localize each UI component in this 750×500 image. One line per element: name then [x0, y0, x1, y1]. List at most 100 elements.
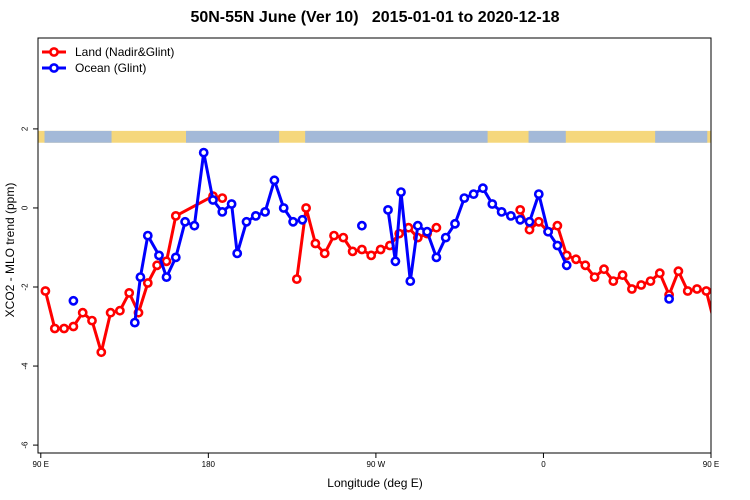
data-point — [390, 256, 401, 267]
data-point — [366, 250, 377, 261]
data-point — [608, 276, 619, 286]
data-point — [664, 293, 674, 304]
data-point — [654, 268, 665, 279]
series-land — [40, 191, 728, 358]
y-tick-label: 0 — [21, 205, 30, 210]
data-point — [68, 321, 79, 332]
data-point — [347, 246, 358, 257]
data-point — [241, 216, 252, 227]
legend-label: Land (Nadir&Glint) — [75, 45, 174, 59]
y-tick-label: -2 — [21, 283, 30, 291]
data-point — [68, 295, 79, 306]
x-tick-label: 0 — [541, 460, 546, 469]
data-point — [226, 199, 237, 209]
data-point — [422, 226, 432, 237]
data-point — [740, 297, 747, 304]
x-tick-label: 90 E — [703, 460, 719, 469]
data-point — [87, 315, 97, 326]
y-axis: -6 -4 -2 0 2 — [21, 126, 38, 449]
data-point — [477, 183, 488, 194]
data-point — [468, 189, 479, 199]
x-tick-label: 180 — [202, 460, 216, 469]
data-point — [278, 203, 289, 213]
data-point — [189, 220, 200, 231]
legend-swatch-marker — [49, 63, 59, 73]
data-point — [250, 210, 261, 221]
data-point — [552, 220, 563, 231]
data-point — [129, 317, 140, 328]
data-point — [161, 272, 172, 282]
x-tick-label: 90 W — [367, 460, 386, 469]
data-point — [721, 325, 728, 332]
data-point — [561, 260, 572, 271]
data-point — [135, 272, 146, 282]
data-point — [170, 252, 181, 263]
data-point — [338, 232, 349, 243]
data-point — [431, 222, 442, 233]
legend-label: Ocean (Glint) — [75, 61, 146, 75]
data-point — [692, 284, 702, 294]
ocean-band-segment — [44, 130, 112, 143]
data-point — [383, 204, 393, 215]
data-point — [599, 264, 609, 275]
data-point — [627, 284, 637, 294]
data-point — [59, 323, 69, 334]
data-point — [161, 256, 172, 267]
y-tick-label: -6 — [21, 441, 30, 449]
data-point — [405, 276, 416, 286]
series-ocean — [68, 147, 747, 328]
data-point — [115, 305, 125, 316]
series-line — [295, 206, 438, 280]
data-point — [329, 230, 339, 241]
data-point — [459, 193, 470, 203]
data-point — [124, 287, 135, 298]
data-point — [170, 210, 181, 221]
data-point — [524, 224, 535, 235]
data-point — [552, 240, 563, 251]
ocean-band-segment — [528, 130, 566, 143]
data-point — [450, 218, 460, 229]
data-point — [152, 260, 162, 271]
land-ocean-band — [38, 130, 711, 143]
data-point — [496, 206, 507, 217]
data-point — [208, 195, 218, 205]
data-point — [232, 248, 243, 259]
data-point — [487, 199, 498, 209]
ocean-band-segment — [655, 130, 708, 143]
data-point — [533, 216, 544, 227]
data-point — [375, 244, 386, 255]
data-point — [682, 286, 693, 296]
chart-title: 50N-55N June (Ver 10) 2015-01-01 to 2020… — [190, 9, 560, 26]
data-point — [673, 266, 684, 277]
data-point — [291, 274, 302, 284]
y-tick-label: 2 — [21, 126, 30, 131]
data-point — [515, 204, 526, 215]
data-point — [356, 244, 367, 255]
series-line — [518, 209, 711, 316]
data-point — [180, 216, 190, 227]
data-point — [301, 203, 311, 213]
x-axis-label: Longitude (deg E) — [327, 476, 423, 490]
legend-swatch-marker — [49, 47, 59, 57]
x-axis: 90 E 180 90 W 0 90 E — [33, 453, 719, 469]
data-point — [49, 323, 60, 334]
data-point — [288, 216, 298, 227]
data-point — [142, 278, 153, 288]
data-point — [105, 307, 116, 318]
data-point — [198, 147, 209, 158]
data-point — [96, 347, 107, 358]
data-point — [297, 214, 308, 225]
data-point — [533, 189, 544, 199]
ocean-band-segment — [186, 130, 280, 143]
data-point — [580, 260, 591, 271]
data-point — [310, 238, 321, 249]
data-point — [260, 206, 270, 217]
series-layer — [40, 147, 747, 358]
data-point — [412, 220, 423, 231]
data-point — [431, 252, 442, 263]
data-point — [543, 226, 553, 237]
ocean-band-segment — [305, 130, 488, 143]
plot-frame — [37, 37, 712, 454]
data-point — [217, 206, 228, 217]
